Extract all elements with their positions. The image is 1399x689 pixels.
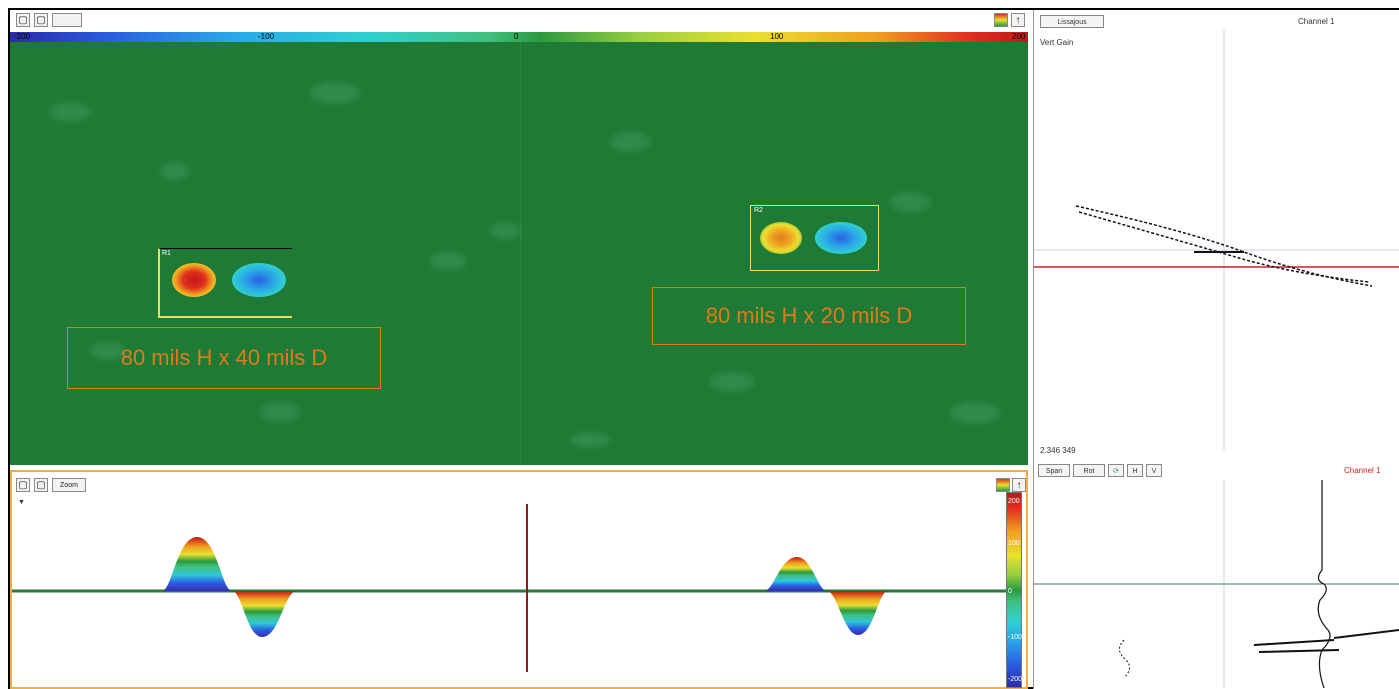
bscan-colorbar-tick: 100 bbox=[1008, 540, 1020, 547]
colorbar-tick: 100 bbox=[770, 32, 784, 41]
bscan-colorbar-tick: 200 bbox=[1008, 498, 1020, 505]
bscan-colorbar-tick: 0 bbox=[1008, 588, 1012, 595]
indication-box-left[interactable] bbox=[158, 248, 292, 318]
cscan-tool-button-3[interactable] bbox=[52, 13, 82, 27]
colorbar-tick: -200 bbox=[14, 32, 31, 41]
lissajous-plot[interactable] bbox=[1034, 30, 1399, 450]
lissajous-panel[interactable] bbox=[1033, 10, 1399, 465]
cscan-tool-button-2[interactable]: ▢ bbox=[34, 13, 48, 27]
lissajous-readout: 2.346 349 bbox=[1040, 446, 1076, 455]
indication-box-label: R2 bbox=[754, 207, 763, 214]
rotate-button[interactable]: Rot bbox=[1073, 464, 1105, 477]
cscan-tool-button-1[interactable]: ▢ bbox=[16, 13, 30, 27]
waveform-peak-right bbox=[764, 557, 827, 591]
cscan-pin-icon[interactable]: ↑ bbox=[1011, 13, 1025, 27]
waveform-trough-right bbox=[827, 591, 888, 635]
lissajous-channel-label: Channel 1 bbox=[1298, 17, 1335, 26]
strip-channel-label: Channel 1 bbox=[1344, 466, 1381, 475]
palette-icon[interactable] bbox=[994, 13, 1008, 27]
indication-negative-lobe bbox=[232, 263, 286, 297]
bscan-colorbar-tick: -100 bbox=[1008, 634, 1023, 641]
indication-box-right[interactable] bbox=[750, 205, 879, 271]
lissajous-trace-lower bbox=[1078, 211, 1370, 283]
bscan-pin-icon[interactable]: ↑ bbox=[1012, 478, 1026, 492]
cscan-colorbar bbox=[10, 32, 1028, 42]
waveform-channel-label: ▼ bbox=[18, 499, 25, 506]
waveform-peak-left bbox=[162, 537, 232, 591]
palette-icon[interactable] bbox=[996, 478, 1010, 492]
indication-box-label: R1 bbox=[162, 250, 171, 257]
cscan-toolbar: ▢ ▢ ↑ bbox=[10, 10, 1028, 32]
strip-chart-spikes bbox=[1253, 629, 1399, 653]
waveform-plot[interactable]: ▼ bbox=[12, 492, 1006, 687]
indication-positive-lobe bbox=[172, 263, 216, 297]
annotation-right: 80 mils H x 20 mils D bbox=[652, 287, 966, 345]
vertical-button[interactable]: V bbox=[1146, 464, 1162, 477]
strip-chart-dots bbox=[1119, 639, 1130, 679]
colorbar-tick: 0 bbox=[514, 32, 519, 41]
cscan-image[interactable] bbox=[10, 42, 1028, 465]
span-button[interactable]: Span bbox=[1038, 464, 1070, 477]
colorbar-tick: -100 bbox=[258, 32, 275, 41]
zoom-button[interactable]: Zoom bbox=[52, 478, 86, 492]
bscan-tool-button-2[interactable]: ▢ bbox=[34, 478, 48, 492]
strip-chart-trace bbox=[1317, 480, 1331, 688]
cscan-divider bbox=[520, 42, 521, 465]
indication-positive-lobe bbox=[760, 222, 802, 254]
bscan-tool-button-1[interactable]: ▢ bbox=[16, 478, 30, 492]
strip-chart-plot[interactable] bbox=[1034, 480, 1399, 688]
horizontal-button[interactable]: H bbox=[1127, 464, 1143, 477]
indication-negative-lobe bbox=[815, 222, 867, 254]
bscan-colorbar-tick: -200 bbox=[1008, 676, 1023, 683]
lissajous-sub-label: Vert Gain bbox=[1040, 38, 1074, 47]
annotation-left: 80 mils H x 40 mils D bbox=[67, 327, 381, 389]
colorbar-tick: 200 bbox=[1012, 32, 1026, 41]
lissajous-header-button[interactable]: Lissajous bbox=[1040, 15, 1104, 28]
waveform-trough-left bbox=[232, 591, 297, 637]
refresh-icon[interactable]: ⟳ bbox=[1108, 464, 1124, 477]
bscan-colorbar bbox=[1006, 492, 1022, 688]
